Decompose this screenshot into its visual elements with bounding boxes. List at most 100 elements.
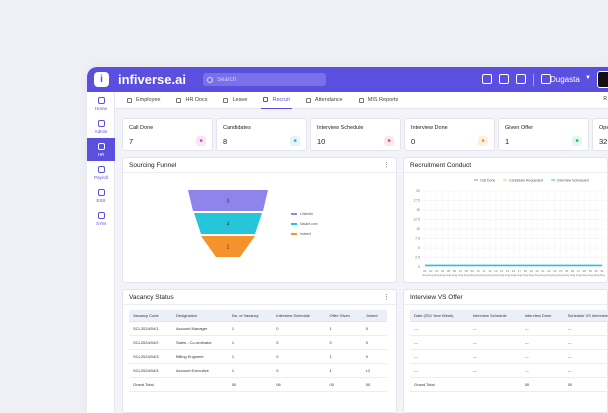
logout-icon[interactable] xyxy=(541,74,551,84)
more-icon[interactable]: ⋮ xyxy=(383,162,390,169)
column-header[interactable]: Vacancy Code xyxy=(129,310,172,322)
x-tick-label: 12 xyxy=(488,269,492,273)
x-tick-label: 19 xyxy=(530,269,534,273)
x-month-label: Aug xyxy=(446,273,452,277)
sidebar-item-label: SYM xyxy=(96,220,106,226)
x-month-label: Aug xyxy=(440,273,446,277)
x-tick-label: 03 xyxy=(435,269,439,273)
tab-recruit[interactable]: Recruit xyxy=(261,92,292,109)
table-cell: --- xyxy=(410,363,469,378)
column-header[interactable]: Offer Given xyxy=(325,310,362,322)
line-chart: Call Done Candidate Requested Interview Sc… xyxy=(413,179,605,278)
table-cell: --- xyxy=(410,321,469,336)
table-row[interactable]: SCL2024/04/2 Sales - Co-ordinator 1 0 0 0 xyxy=(129,335,387,350)
table-cell: 1 xyxy=(325,349,362,364)
tab-attendance[interactable]: Attendance xyxy=(304,92,345,109)
table-cell: 0 xyxy=(361,349,387,364)
sidebar: Home Admin HR Payroll ESS SYM xyxy=(87,92,115,413)
stat-value: 32 xyxy=(599,137,608,146)
chevron-down-icon[interactable]: ▼ xyxy=(585,75,591,81)
x-tick-label: 16 xyxy=(512,269,516,273)
x-month-label: Aug xyxy=(593,273,599,277)
sidebar-item-payroll[interactable]: Payroll xyxy=(87,161,115,184)
table-row[interactable]: SCL2024/04/1 Account Manager 1 0 1 0 xyxy=(129,321,387,336)
tab-icon xyxy=(176,97,182,103)
x-tick-label: 05 xyxy=(447,269,451,273)
stat-card[interactable]: Interview Schedule 10 ■ xyxy=(310,118,401,151)
column-header[interactable]: Interview Schedule xyxy=(272,310,326,322)
table-cell: Account Manager xyxy=(171,321,228,336)
search-input[interactable] xyxy=(217,76,317,83)
refresh-icon[interactable] xyxy=(516,74,526,84)
sidebar-item-ess[interactable]: ESS xyxy=(87,184,115,207)
table-cell: SCL2024/04/2 xyxy=(129,335,172,350)
tab-employee[interactable]: Employee xyxy=(125,92,162,109)
tab-mis-reports[interactable]: MIS Reports xyxy=(357,92,401,109)
sidebar-item-hr[interactable]: HR xyxy=(87,138,115,161)
external-link-icon[interactable] xyxy=(482,74,492,84)
stat-label: Interview Done xyxy=(411,125,448,131)
table-row[interactable]: Grand Total 00 06 00 00 xyxy=(129,377,387,392)
table-row[interactable]: SCL2024/04/4 Account Executive 1 0 1 L2 xyxy=(129,363,387,378)
column-header[interactable]: Interview Schedule xyxy=(468,310,521,322)
column-header[interactable]: No. of Vacancy xyxy=(227,310,273,322)
table-row[interactable]: --------------- xyxy=(410,363,608,378)
sidebar-item-sym[interactable]: SYM xyxy=(87,207,115,230)
table-header-row: Vacancy Code Designation No. of Vacancy Int… xyxy=(129,310,387,322)
user-name[interactable]: Dugasta xyxy=(550,75,580,84)
funnel-stage[interactable] xyxy=(201,236,255,257)
legend-label: LinkedIn xyxy=(300,212,313,216)
x-tick-label: 10 xyxy=(476,269,480,273)
funnel-stage[interactable] xyxy=(188,190,268,211)
x-tick-label: 14 xyxy=(500,269,504,273)
table-cell xyxy=(468,377,521,392)
funnel-stage-value: 1 xyxy=(227,245,230,251)
search-box[interactable] xyxy=(203,73,326,86)
panel-title: Vacancy Status xyxy=(129,294,174,301)
column-header[interactable]: Date (ISO Year Week) xyxy=(410,310,469,322)
tab-hr-docs[interactable]: HR Docs xyxy=(174,92,209,109)
tab-icon xyxy=(305,97,311,103)
table-cell: 00 xyxy=(325,377,362,392)
column-header[interactable]: Interview Done xyxy=(520,310,564,322)
avatar[interactable] xyxy=(597,71,608,88)
table-row[interactable]: SCL2024/04/3 Billing Engineer 1 0 1 0 xyxy=(129,349,387,364)
x-tick-label: 07 xyxy=(459,269,463,273)
stat-card[interactable]: Given Offer 1 ■ xyxy=(498,118,589,151)
sidebar-item-home[interactable]: Home xyxy=(87,92,115,115)
x-tick-label: 22 xyxy=(547,269,551,273)
tab-label: MIS Reports xyxy=(367,97,399,103)
tab-leave[interactable]: Leave xyxy=(221,92,249,109)
legend-label: Indeed xyxy=(300,232,311,236)
video-icon[interactable] xyxy=(499,74,509,84)
table-row[interactable]: --------------- xyxy=(410,349,608,364)
table-cell: 0 xyxy=(272,321,326,336)
table-header-row: Date (ISO Year Week) Interview Schedule In… xyxy=(410,310,608,322)
stat-label: Candidates xyxy=(223,125,251,131)
stat-label: Interview Schedule xyxy=(317,125,364,131)
x-month-label: Aug xyxy=(434,273,440,277)
column-header[interactable]: Designation xyxy=(171,310,228,322)
tabs-overflow[interactable]: R xyxy=(603,96,607,102)
panel-title: Sourcing Funnel xyxy=(129,162,177,169)
column-header[interactable]: Schedule VS Interview xyxy=(563,310,608,322)
x-tick-label: 15 xyxy=(506,269,510,273)
table-cell: --- xyxy=(468,349,521,364)
table-row[interactable]: --------------- xyxy=(410,321,608,336)
table-row[interactable]: Grand Total 00 00 xyxy=(410,377,608,392)
legend-swatch xyxy=(291,233,297,235)
tab-icon xyxy=(358,97,364,103)
payroll-icon xyxy=(97,165,105,173)
stat-card[interactable]: Call Done 7 ■ xyxy=(122,118,213,151)
more-icon[interactable]: ⋮ xyxy=(383,294,390,301)
table-row[interactable]: --------------- xyxy=(410,335,608,350)
column-header[interactable]: Joined xyxy=(361,310,387,322)
sidebar-item-admin[interactable]: Admin xyxy=(87,115,115,138)
table-cell: --- xyxy=(563,363,608,378)
legend-label: Call Done xyxy=(480,179,495,183)
stat-card[interactable]: Candidates 8 ■ xyxy=(216,118,307,151)
funnel-stage[interactable] xyxy=(194,213,262,234)
stat-card[interactable]: Interview Done 0 ■ xyxy=(404,118,495,151)
stat-card[interactable]: Ope 32 xyxy=(592,118,608,151)
y-tick-label: 17.5 xyxy=(413,199,420,203)
